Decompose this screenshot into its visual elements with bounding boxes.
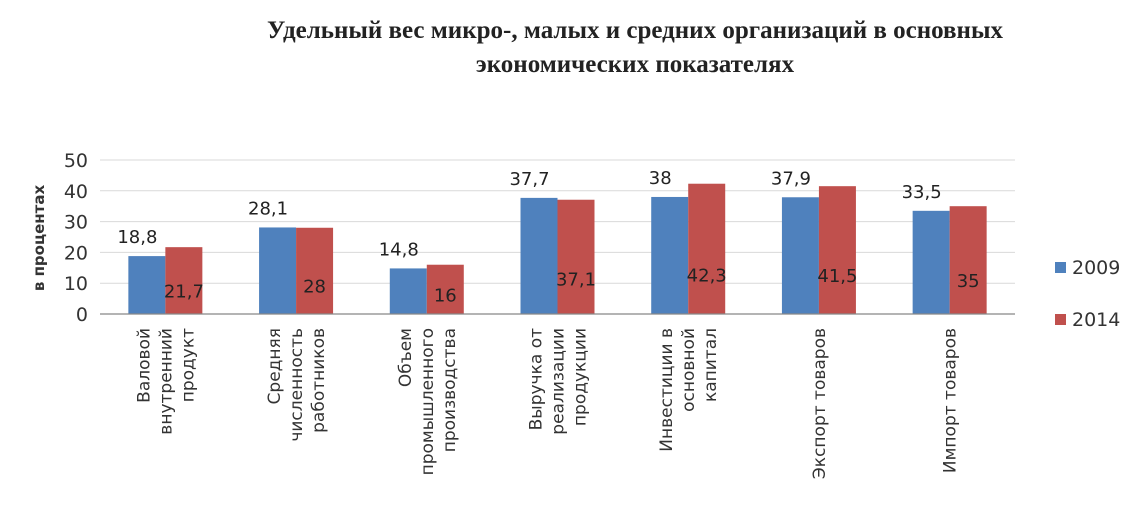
data-label-2014-2: 28 (303, 276, 326, 297)
legend-swatch-2009 (1055, 262, 1066, 273)
category-label-7: Импорт товаров (941, 328, 961, 473)
y-tick-label: 10 (64, 273, 88, 295)
legend-label-2014: 2014 (1072, 309, 1120, 331)
y-tick-label: 0 (76, 304, 88, 326)
data-label-2014-4: 37,1 (556, 269, 596, 290)
bar-2014-4 (557, 199, 595, 314)
data-label-2009-1: 18,8 (117, 227, 157, 248)
category-label-3: Объем (396, 328, 416, 387)
bar-2014-3 (426, 264, 464, 314)
data-label-2009-3: 14,8 (379, 239, 419, 260)
category-label-5: капитал (701, 328, 721, 402)
data-label-2009-2: 28,1 (248, 198, 288, 219)
category-label-4: Выручка от (527, 328, 547, 430)
y-tick-label: 20 (64, 242, 88, 264)
y-axis-title: в процентах (30, 185, 48, 292)
data-label-2014-1: 21,7 (164, 281, 204, 302)
bars (128, 183, 987, 314)
data-label-2009-5: 38 (649, 168, 672, 189)
category-label-1: внутренний (156, 328, 176, 435)
bar-2014-1 (165, 247, 203, 314)
data-label-2009-4: 37,7 (509, 169, 549, 190)
category-label-2: Средняя (265, 328, 285, 404)
category-label-4: реализации (549, 328, 569, 435)
data-label-2014-7: 35 (957, 271, 980, 292)
category-label-5: основной (679, 328, 699, 412)
data-labels: 18,8 21,7 28,1 28 14,8 16 37,7 37,1 38 42,3 37,9 41… (117, 168, 979, 307)
bar-2014-2 (296, 227, 334, 314)
bar-2014-7 (949, 206, 987, 314)
bar-2009-3 (389, 268, 427, 314)
chart-title-line-1: Удельный вес микро-, малых и средних орг… (267, 17, 1003, 44)
data-label-2009-6: 37,9 (771, 168, 811, 189)
category-labels: Валовой внутренний продукт Средняя численнос… (134, 328, 960, 479)
chart-title-line-2: экономических показателях (476, 51, 795, 78)
y-axis-ticks: 0 10 20 30 40 50 (64, 150, 88, 326)
category-label-6: Экспорт товаров (810, 328, 830, 479)
y-tick-label: 30 (64, 212, 88, 234)
category-label-3: промышленного (418, 328, 438, 475)
legend: 2009 2014 (1055, 257, 1120, 331)
bar-2009-6 (781, 197, 819, 314)
bar-2009-5 (651, 196, 689, 314)
legend-label-2009: 2009 (1072, 257, 1120, 279)
y-tick-label: 50 (64, 150, 88, 172)
bar-2009-7 (912, 210, 950, 314)
data-label-2014-3: 16 (434, 286, 457, 307)
category-label-1: Валовой (134, 328, 154, 403)
category-label-2: численность (287, 328, 307, 442)
bar-2009-2 (259, 227, 297, 314)
category-label-3: производства (440, 328, 460, 452)
category-label-2: работников (309, 328, 329, 433)
bar-2014-6 (818, 186, 856, 314)
data-label-2014-5: 42,3 (687, 265, 727, 286)
bar-2009-4 (520, 197, 558, 314)
category-label-1: продукт (178, 328, 198, 402)
category-label-4: продукции (571, 328, 591, 426)
bar-2009-1 (128, 256, 166, 314)
category-label-5: Инвестиции в (657, 328, 677, 452)
y-tick-label: 40 (64, 181, 88, 203)
bar-2014-5 (688, 183, 726, 314)
legend-swatch-2014 (1055, 314, 1066, 325)
data-label-2014-6: 41,5 (817, 266, 857, 287)
data-label-2009-7: 33,5 (902, 182, 942, 203)
